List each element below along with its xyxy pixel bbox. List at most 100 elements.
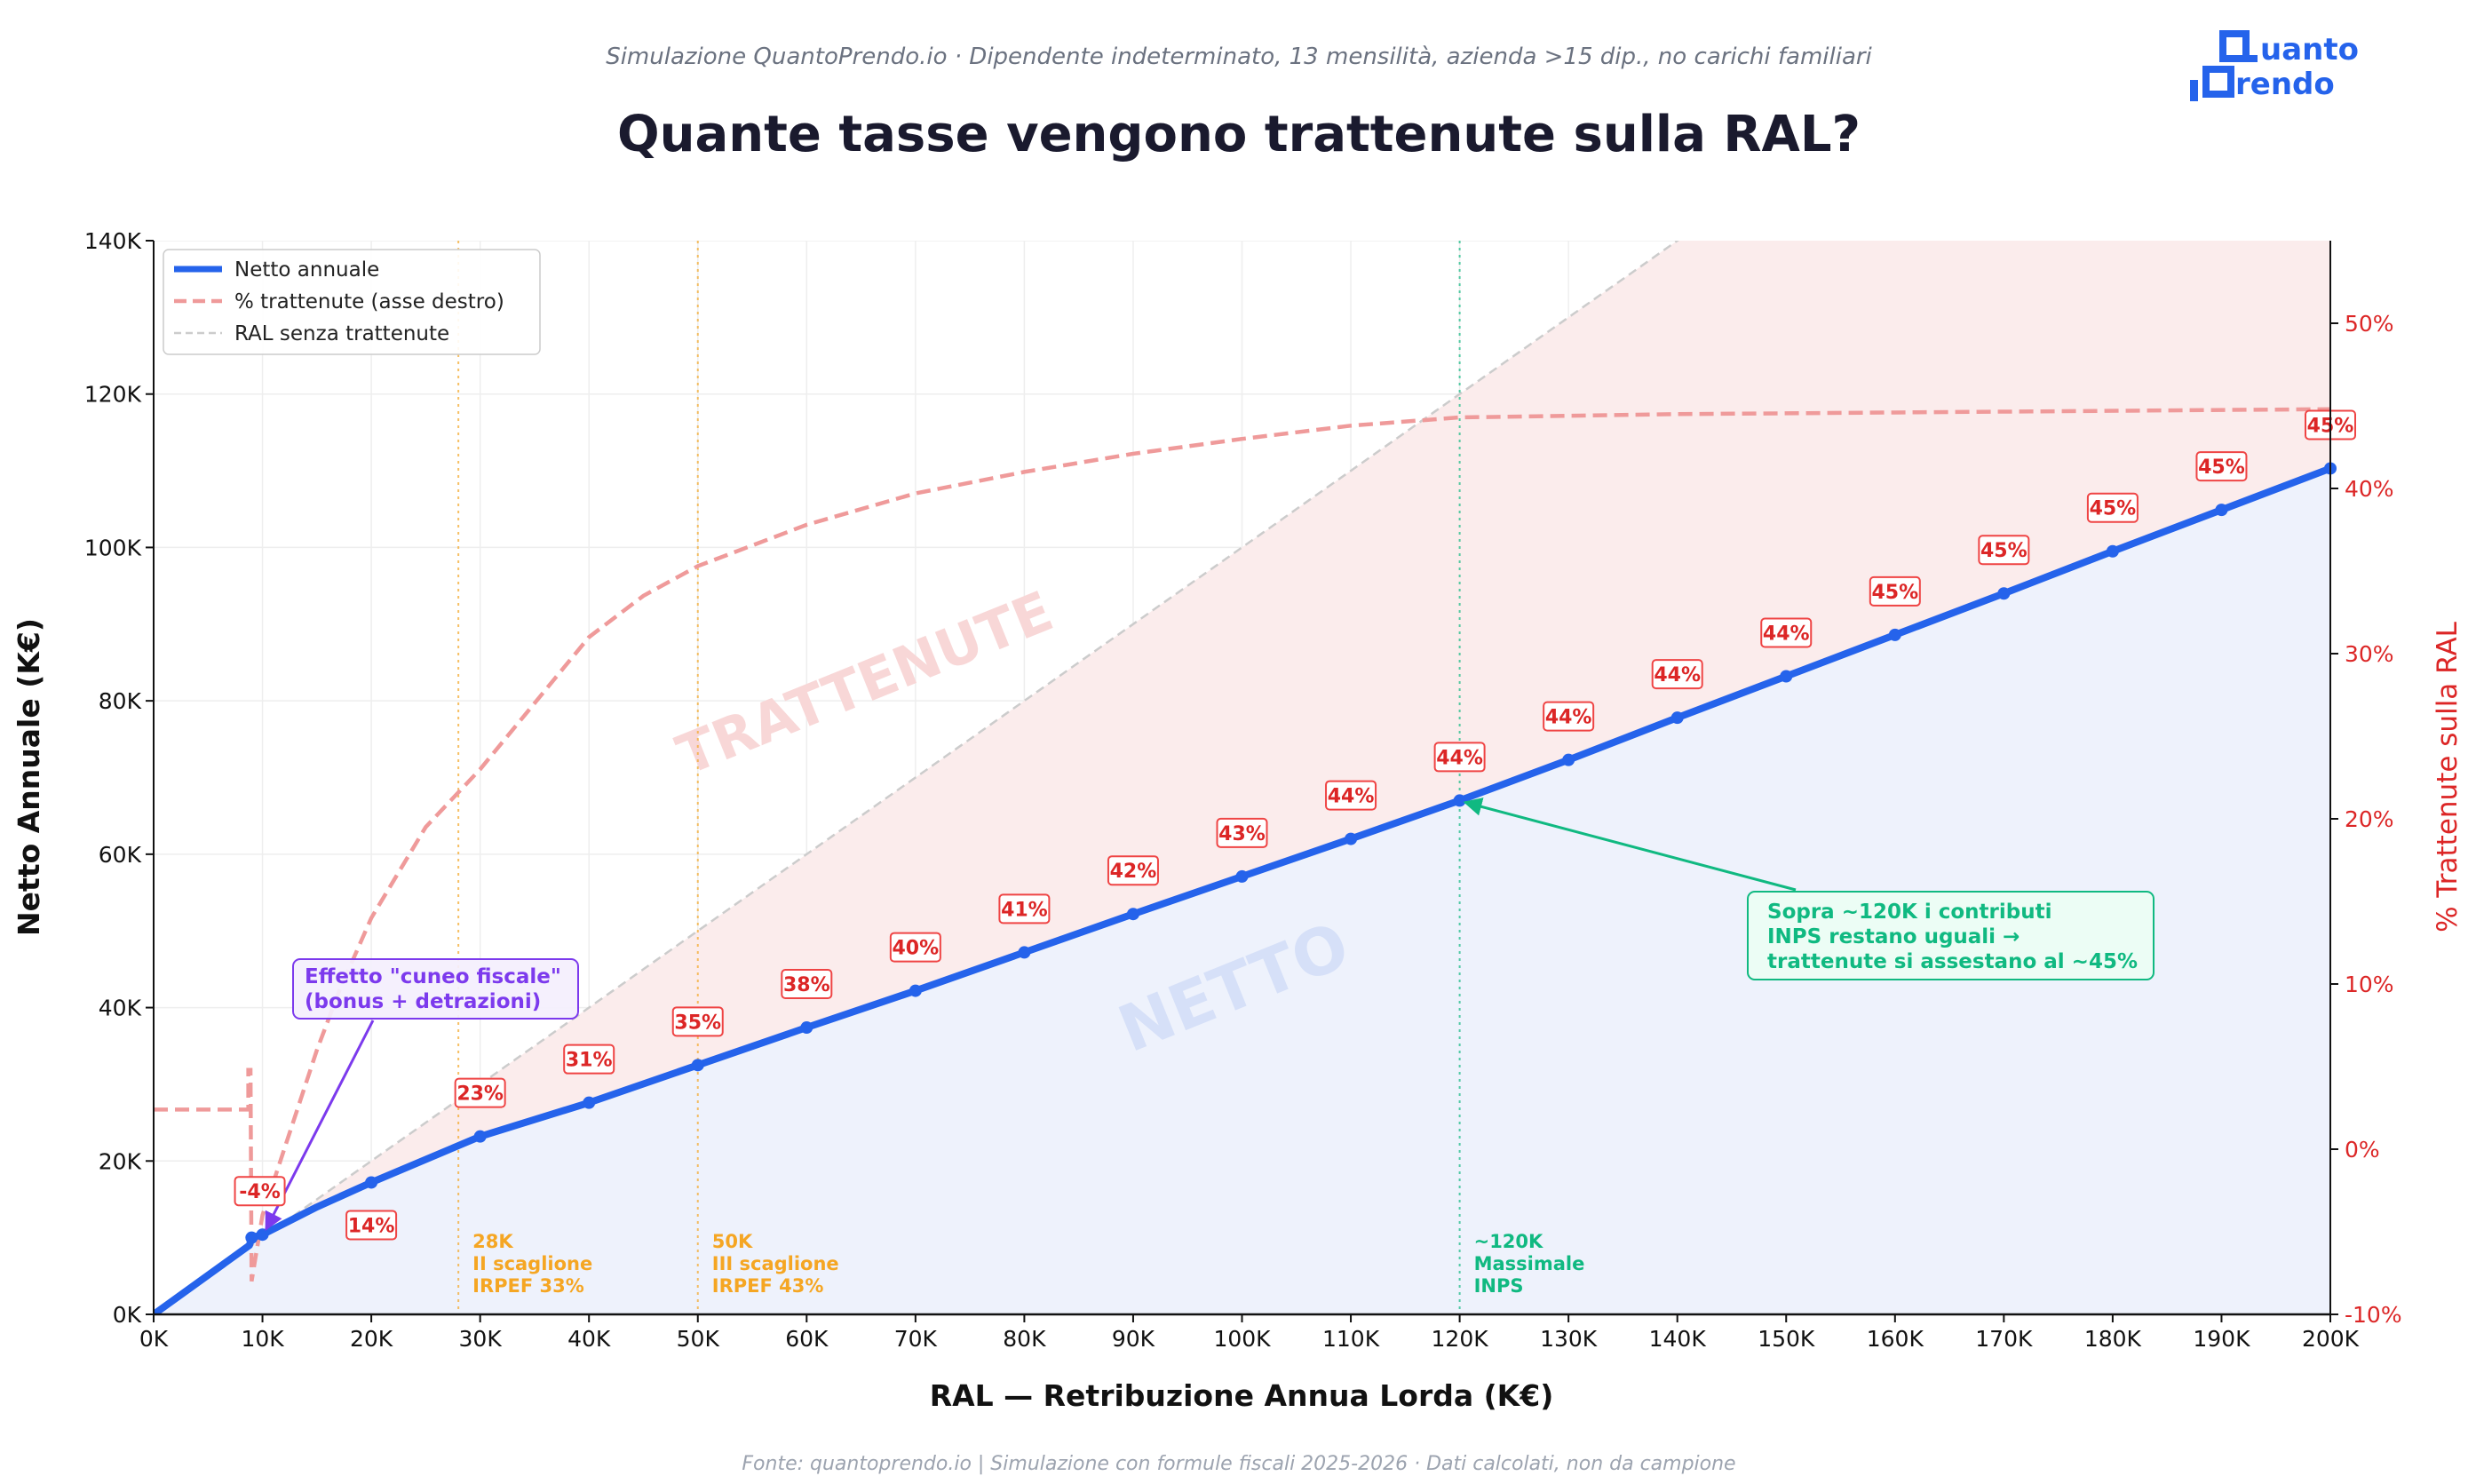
- percent-label: 44%: [1433, 742, 1486, 773]
- x-tick-label: 180K: [2084, 1326, 2142, 1352]
- percent-label-text: 44%: [1654, 664, 1701, 686]
- percent-label: 45%: [1869, 575, 1921, 607]
- x-tick-label: 160K: [1867, 1326, 1924, 1352]
- percent-label: 44%: [1651, 659, 1703, 690]
- percent-label-box: [234, 1176, 286, 1207]
- x-tick-label: 140K: [1649, 1326, 1707, 1352]
- percent-label-text: 44%: [1545, 707, 1592, 729]
- percent-label-text: -4%: [239, 1181, 280, 1203]
- netto-marker: [1235, 869, 1249, 883]
- percent-label: -4%: [234, 1176, 286, 1207]
- netto-marker: [245, 1231, 258, 1244]
- percent-label: 45%: [2195, 451, 2248, 482]
- y-tick-label: 40K: [99, 996, 142, 1021]
- y2-tick-label: -10%: [2345, 1302, 2402, 1328]
- x-tick-label: 80K: [1003, 1326, 1046, 1352]
- x-tick-label: 40K: [567, 1326, 611, 1352]
- percent-label-text: 31%: [566, 1050, 613, 1072]
- x-tick-label: 0K: [139, 1326, 169, 1352]
- y-tick-label: 100K: [84, 535, 142, 560]
- netto-marker: [2106, 544, 2119, 558]
- percent-label: 43%: [1216, 817, 1268, 848]
- chart-title: Quante tasse vengono trattenute sulla RA…: [617, 106, 1861, 163]
- netto-marker: [1453, 794, 1466, 807]
- y2-tick-label: 10%: [2345, 972, 2394, 997]
- y2-axis-label: % Trattenute sulla RAL: [2432, 621, 2464, 932]
- y2-tick-label: 20%: [2345, 806, 2394, 832]
- cuneo-annotation-text: Effetto "cuneo fiscale": [305, 965, 561, 988]
- y-tick-label: 80K: [99, 688, 142, 714]
- percent-label: 44%: [1760, 617, 1813, 648]
- percent-label: 31%: [563, 1044, 615, 1075]
- netto-marker: [909, 984, 922, 997]
- percent-label-box: [1543, 701, 1595, 732]
- y2-tick-label: 0%: [2345, 1137, 2380, 1163]
- x-tick-label: 60K: [785, 1326, 829, 1352]
- percent-label-box: [345, 1210, 398, 1241]
- percent-label: 45%: [1978, 535, 2030, 566]
- percent-label: 14%: [345, 1210, 398, 1241]
- y2-tick-label: 30%: [2345, 641, 2394, 667]
- percent-label-box: [454, 1077, 506, 1108]
- inps-annotation-text: Sopra ~120K i contributi: [1767, 901, 2051, 924]
- y-tick-label: 60K: [99, 842, 142, 868]
- percent-label: 45%: [2086, 492, 2139, 523]
- legend: Netto annuale % trattenute (asse destro) R…: [163, 249, 541, 355]
- percent-label-text: 41%: [1001, 899, 1048, 921]
- netto-marker: [256, 1228, 269, 1242]
- netto-marker: [1997, 587, 2011, 600]
- percent-label-text: 42%: [1110, 861, 1157, 883]
- percent-label-text: 23%: [456, 1083, 504, 1106]
- percent-label-box: [1433, 742, 1486, 773]
- x-tick-label: 120K: [1432, 1326, 1489, 1352]
- y2-tick-label: 50%: [2345, 311, 2394, 337]
- percent-label-box: [563, 1044, 615, 1075]
- netto-marker: [691, 1059, 704, 1072]
- percent-label: 35%: [671, 1006, 724, 1037]
- inps-annotation-text: INPS restano uguali →: [1767, 925, 2020, 948]
- netto-marker: [1888, 628, 1901, 641]
- percent-label-text: 45%: [2198, 456, 2245, 479]
- percent-label-box: [2195, 451, 2248, 482]
- percent-label-text: 44%: [1763, 623, 1810, 646]
- percent-label-box: [1978, 535, 2030, 566]
- logo-line1: uanto: [2260, 32, 2359, 67]
- netto-marker: [473, 1130, 487, 1143]
- percent-label: 41%: [998, 893, 1051, 925]
- x-tick-label: 190K: [2193, 1326, 2250, 1352]
- percent-label-text: 43%: [1218, 823, 1266, 845]
- y-tick-label: 0K: [113, 1302, 142, 1328]
- x-tick-label: 130K: [1540, 1326, 1598, 1352]
- netto-marker: [2215, 504, 2228, 517]
- percent-label-box: [781, 969, 833, 1000]
- netto-marker: [1018, 946, 1031, 959]
- percent-label: 44%: [1543, 701, 1595, 732]
- legend-entry: RAL senza trattenute: [234, 322, 449, 345]
- percent-label-text: 40%: [893, 938, 940, 960]
- cuneo-annotation-text: (bonus + detrazioni): [305, 990, 541, 1013]
- netto-marker: [365, 1176, 378, 1189]
- percent-label: 23%: [454, 1077, 506, 1108]
- vline-label: INPS: [1474, 1275, 1524, 1297]
- x-tick-label: 100K: [1213, 1326, 1271, 1352]
- percent-label: 40%: [889, 932, 941, 963]
- y-tick-label: 20K: [99, 1148, 142, 1174]
- percent-label-box: [1216, 817, 1268, 848]
- y2-tick-label: 40%: [2345, 476, 2394, 502]
- ral-line: [154, 241, 1679, 1314]
- logo-line2: rendo: [2235, 67, 2335, 102]
- y-tick-label: 120K: [84, 382, 142, 408]
- percent-label-box: [998, 893, 1051, 925]
- y-axis-label: Netto Annuale (K€): [12, 618, 46, 936]
- percent-label-box: [1107, 855, 1159, 886]
- netto-marker: [1780, 670, 1793, 683]
- y-tick-label: 140K: [84, 228, 142, 254]
- trattenute-line: [154, 407, 2330, 1282]
- x-tick-label: 90K: [1112, 1326, 1155, 1352]
- percent-label-box: [889, 932, 941, 963]
- percent-label-text: 44%: [1328, 786, 1375, 808]
- percent-label-box: [671, 1006, 724, 1037]
